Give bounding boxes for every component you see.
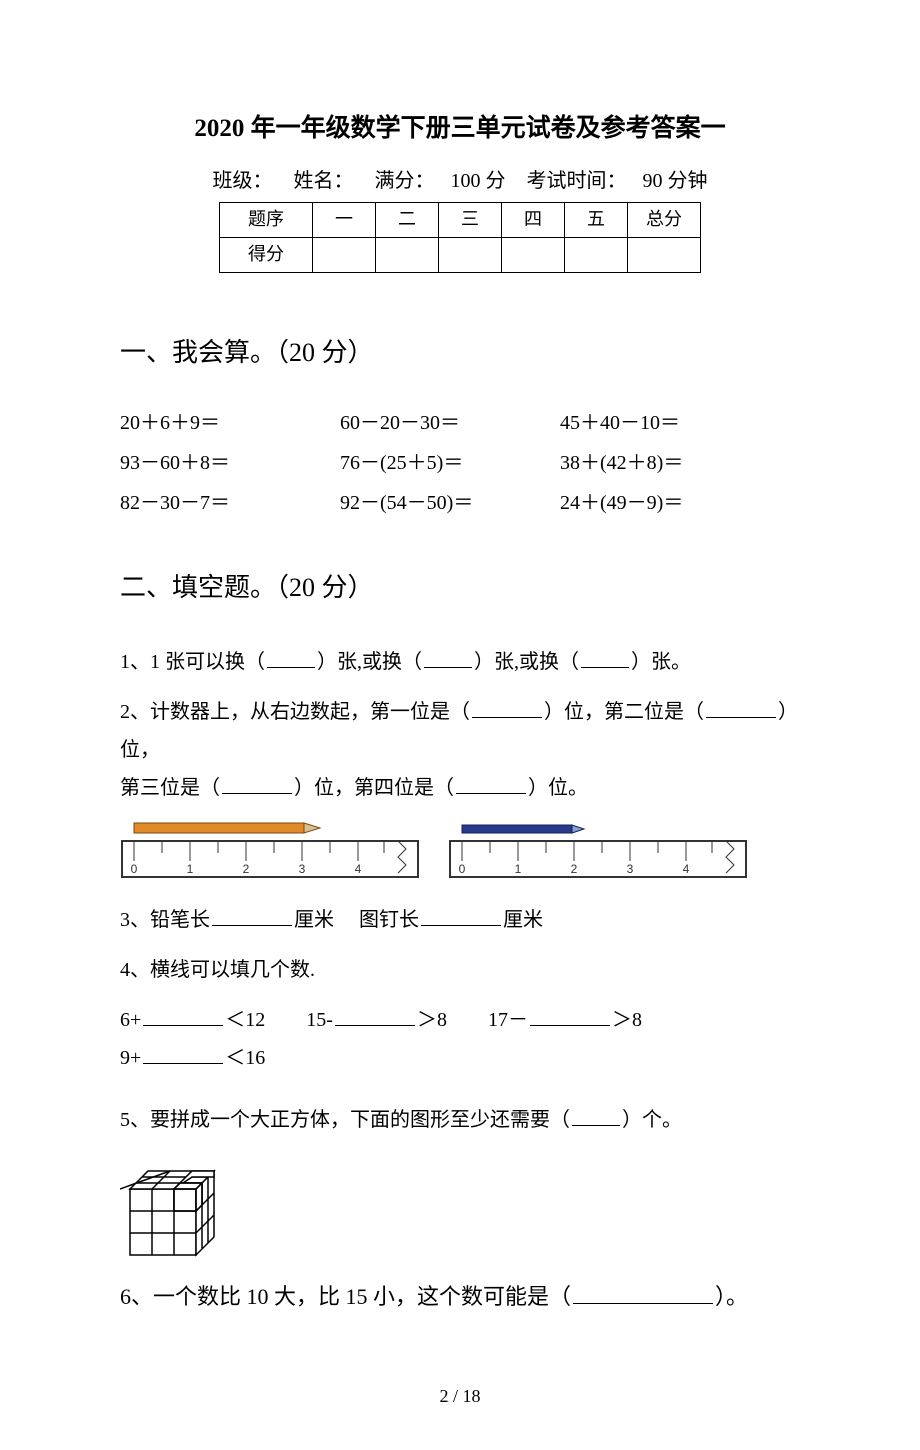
ruler-tick-label: 3: [299, 862, 306, 876]
question-3: 3、铅笔长 厘米 图钉长 厘米: [120, 901, 800, 939]
blank: [573, 1280, 713, 1304]
score-cell: [628, 237, 701, 272]
q1-text: ）张。: [631, 651, 691, 673]
blank: [456, 772, 526, 794]
q3-text: 3、铅笔长: [120, 909, 210, 931]
question-1: 1、1 张可以换（ ）张,或换（ ）张,或换（ ）张。: [120, 643, 800, 681]
class-label: 班级：: [213, 170, 273, 192]
col-header: 二: [376, 202, 439, 237]
name-label: 姓名：: [294, 170, 354, 192]
score-cell: [502, 237, 565, 272]
row-label: 题序: [220, 202, 313, 237]
q2-text: 2、计数器上，从右边数起，第一位是（: [120, 701, 470, 723]
q4-text: ＜12: [225, 1009, 265, 1031]
blank: [424, 646, 472, 668]
calc-item: 45＋40－10＝: [560, 408, 780, 438]
page-footer: 2 / 18: [120, 1383, 800, 1410]
ruler-tick-label: 4: [355, 862, 362, 876]
pin-ruler: 0 1 2 3 4: [448, 819, 748, 891]
section-2-heading: 二、填空题。（20 分）: [120, 568, 800, 607]
q4-text: 6+: [120, 1009, 141, 1031]
score-table: 题序 一 二 三 四 五 总分 得分: [219, 202, 701, 273]
q4-text: 9+: [120, 1047, 141, 1069]
blank: [472, 696, 542, 718]
full-score-label: 满分：: [375, 170, 435, 192]
blank: [143, 1042, 223, 1064]
ruler-tick-label: 1: [187, 862, 194, 876]
q1-text: ）张,或换（: [317, 651, 422, 673]
section-1-heading: 一、我会算。（20 分）: [120, 333, 800, 372]
calc-item: 82－30－7＝: [120, 488, 340, 518]
calc-item: 20＋6＋9＝: [120, 408, 340, 438]
calc-item: 76－(25＋5)＝: [340, 448, 560, 478]
q2-text: ）位。: [528, 777, 588, 799]
q1-text: ）张,或换（: [474, 651, 579, 673]
question-5: 5、要拼成一个大正方体，下面的图形至少还需要（ ）个。: [120, 1101, 800, 1139]
question-4-title: 4、横线可以填几个数.: [120, 951, 800, 989]
exam-header: 班级： 姓名： 满分： 100 分 考试时间： 90 分钟: [120, 166, 800, 196]
exam-time-label: 考试时间：: [527, 170, 627, 192]
blank: [267, 646, 315, 668]
ruler-tick-label: 0: [459, 862, 466, 876]
col-header: 三: [439, 202, 502, 237]
score-cell: [313, 237, 376, 272]
blank: [572, 1104, 620, 1126]
score-cell: [439, 237, 502, 272]
q2-text: ）位，第二位是（: [544, 701, 704, 723]
q4-text: 17－: [488, 1009, 528, 1031]
blank: [421, 904, 501, 926]
ruler-tick-label: 1: [515, 862, 522, 876]
col-header: 四: [502, 202, 565, 237]
q4-text: 15-: [306, 1009, 333, 1031]
col-header: 一: [313, 202, 376, 237]
ruler-tick-label: 0: [131, 862, 138, 876]
col-header: 五: [565, 202, 628, 237]
score-cell: [376, 237, 439, 272]
col-header: 总分: [628, 202, 701, 237]
blank: [706, 696, 776, 718]
calc-item: 92－(54－50)＝: [340, 488, 560, 518]
table-row: 题序 一 二 三 四 五 总分: [220, 202, 701, 237]
q4-text: ＞8: [612, 1009, 642, 1031]
q3-text: 厘米: [294, 909, 334, 931]
question-6: 6、一个数比 10 大，比 15 小，这个数可能是（ ）。: [120, 1280, 800, 1313]
row-label: 得分: [220, 237, 313, 272]
blank: [212, 904, 292, 926]
calc-item: 24＋(49－9)＝: [560, 488, 780, 518]
ruler-tick-label: 2: [571, 862, 578, 876]
q3-text: 厘米: [503, 909, 543, 931]
ruler-tick-label: 4: [683, 862, 690, 876]
score-cell: [565, 237, 628, 272]
blank: [222, 772, 292, 794]
q6-text: 6、一个数比 10 大，比 15 小，这个数可能是（: [120, 1284, 571, 1309]
q5-text: 5、要拼成一个大正方体，下面的图形至少还需要（: [120, 1109, 570, 1131]
full-score-value: 100 分: [451, 170, 506, 192]
ruler-figures: 0 1 2 3 4: [120, 819, 800, 891]
blank: [335, 1004, 415, 1026]
calc-item: 38＋(42＋8)＝: [560, 448, 780, 478]
q4-text: ＜16: [225, 1047, 265, 1069]
calc-item: 60－20－30＝: [340, 408, 560, 438]
table-row: 得分: [220, 237, 701, 272]
question-2: 2、计数器上，从右边数起，第一位是（）位，第二位是（）位， 第三位是（）位，第四…: [120, 693, 800, 807]
ruler-tick-label: 2: [243, 862, 250, 876]
calculation-grid: 20＋6＋9＝ 60－20－30＝ 45＋40－10＝ 93－60＋8＝ 76－…: [120, 408, 800, 518]
ruler-tick-label: 3: [627, 862, 634, 876]
blank: [581, 646, 629, 668]
q4-text: ＞8: [417, 1009, 447, 1031]
page-title: 2020 年一年级数学下册三单元试卷及参考答案一: [120, 110, 800, 148]
q1-text: 1、1 张可以换（: [120, 651, 265, 673]
q2-text: ）位，第四位是（: [294, 777, 454, 799]
q3-text: 图钉长: [359, 909, 419, 931]
question-4-items: 6+ ＜12 15- ＞8 17－ ＞8 9+ ＜16: [120, 1001, 800, 1077]
exam-time-value: 90 分钟: [643, 170, 708, 192]
cube-figure: [120, 1151, 800, 1270]
q2-text: 第三位是（: [120, 777, 220, 799]
calc-item: 93－60＋8＝: [120, 448, 340, 478]
blank: [143, 1004, 223, 1026]
pencil-ruler: 0 1 2 3 4: [120, 819, 420, 891]
q5-text: ）个。: [622, 1109, 682, 1131]
q6-text: ）。: [715, 1284, 748, 1309]
blank: [530, 1004, 610, 1026]
